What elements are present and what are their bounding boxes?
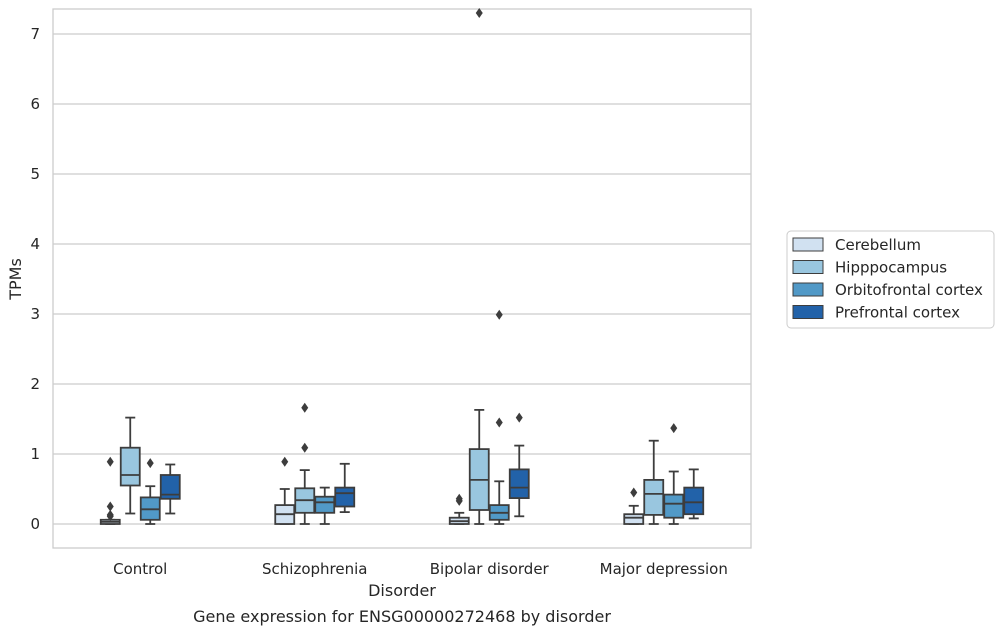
outlier-point [281,456,289,467]
box [683,468,705,520]
gridlines [53,33,751,525]
series-orbitofrontal-cortex [139,309,685,525]
box [643,439,665,525]
box [119,416,141,515]
box-iqr [683,486,705,516]
legend-swatch [792,305,824,319]
x-axis-title: Disorder [368,581,436,600]
y-tick-label: 4 [30,235,40,253]
box-series-group [99,8,705,525]
box-iqr [663,493,685,519]
box-iqr [508,468,530,499]
legend-frame [786,230,995,329]
outlier-point [455,493,463,504]
box [99,456,121,525]
outlier-point [630,487,638,498]
box [488,309,510,525]
x-tick-labels: Control Schizophrenia Bipolar disorder Majo… [113,560,728,578]
y-tick-label: 6 [30,95,40,113]
legend: Cerebellum Hipppocampus Orbitofrontal cort… [786,230,995,329]
legend-swatch [792,260,824,274]
outlier-point [495,309,503,320]
y-tick-label: 2 [30,375,40,393]
outlier-point [515,412,523,423]
y-axis-title: TPMs [6,258,25,301]
series-hipppocampus [119,8,665,525]
box [139,458,161,525]
box [468,8,490,525]
box [294,402,316,525]
box [508,412,530,518]
outlier-point [146,458,154,469]
y-tick-labels: 0 1 2 3 4 5 6 7 [30,25,40,533]
box [159,463,181,515]
box [334,462,356,513]
box [274,456,296,525]
legend-swatch [792,282,824,297]
box [623,487,645,525]
box-iqr [623,513,645,525]
box [663,423,685,525]
legend-label: Cerebellum [835,236,921,254]
box-iqr [643,478,665,516]
legend-swatch [792,237,824,252]
box [448,493,470,525]
box-iqr [159,474,181,500]
legend-label: Hipppocampus [835,259,947,277]
box [314,486,336,525]
outlier-point [475,8,483,18]
legend-label: Prefrontal cortex [835,304,960,322]
outlier-point [301,442,309,453]
outlier-point [106,501,114,512]
outlier-point [301,402,309,413]
x-tick-label: Bipolar disorder [430,560,550,578]
box-iqr [334,486,356,508]
outlier-point [495,417,503,428]
y-tick-label: 1 [30,445,40,463]
x-tick-label: Major depression [600,560,728,578]
box-iqr [119,446,141,487]
x-tick-label: Schizophrenia [262,560,367,578]
series-prefrontal-cortex [159,412,705,520]
chart-title: Gene expression for ENSG00000272468 by d… [193,607,611,626]
y-tick-label: 7 [30,25,40,43]
outlier-point [106,456,114,467]
series-cerebellum [99,456,645,525]
outlier-point [670,423,678,434]
y-tick-label: 0 [30,515,40,533]
y-tick-label: 5 [30,165,40,183]
legend-label: Orbitofrontal cortex [835,281,983,299]
y-tick-label: 3 [30,305,40,323]
plot-frame [52,8,752,549]
box-iqr [314,495,336,514]
outlier-point [106,509,114,520]
x-tick-label: Control [113,560,167,578]
